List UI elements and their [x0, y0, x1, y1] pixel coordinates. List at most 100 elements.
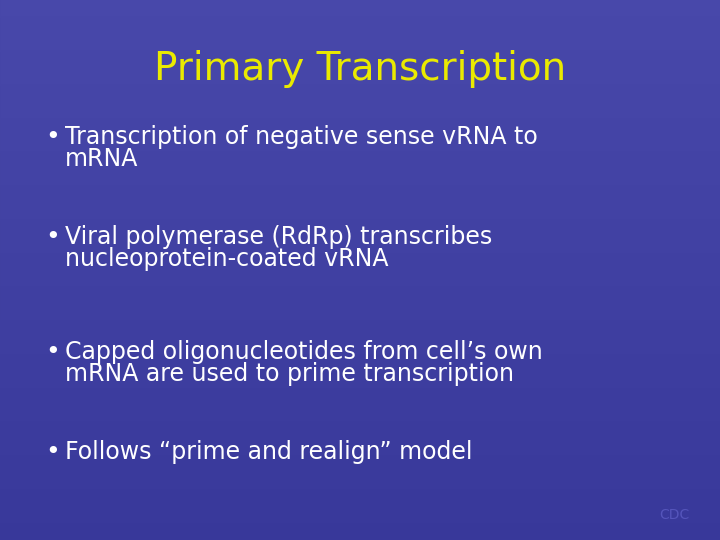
Bar	[0, 50, 720, 51]
Bar	[0, 378, 720, 379]
Bar	[0, 475, 720, 476]
Bar	[0, 367, 720, 368]
Bar	[0, 67, 720, 68]
Bar	[0, 318, 720, 319]
Bar	[0, 222, 720, 223]
Bar	[0, 247, 720, 248]
Bar	[0, 304, 720, 305]
Bar	[0, 342, 720, 343]
Bar	[0, 454, 720, 455]
Bar	[0, 354, 720, 355]
Bar	[0, 295, 720, 296]
Bar	[0, 446, 720, 447]
Bar	[0, 205, 720, 206]
Bar	[0, 71, 720, 72]
Bar	[0, 129, 720, 130]
Bar	[0, 353, 720, 354]
Bar	[0, 108, 720, 109]
Bar	[0, 375, 720, 376]
Bar	[0, 174, 720, 175]
Bar	[0, 534, 720, 535]
Bar	[0, 153, 720, 154]
Bar	[0, 286, 720, 287]
Bar	[0, 457, 720, 458]
Bar	[0, 536, 720, 537]
Bar	[0, 201, 720, 202]
Bar	[0, 86, 720, 87]
Bar	[0, 272, 720, 273]
Bar	[0, 188, 720, 189]
Bar	[0, 526, 720, 527]
Bar	[0, 36, 720, 37]
Bar	[0, 473, 720, 474]
Bar	[0, 26, 720, 27]
Bar	[0, 206, 720, 207]
Bar	[0, 499, 720, 500]
Bar	[0, 69, 720, 70]
Bar	[0, 163, 720, 164]
Bar	[0, 59, 720, 60]
Bar	[0, 462, 720, 463]
Bar	[0, 331, 720, 332]
Bar	[0, 303, 720, 304]
Bar	[0, 106, 720, 107]
Text: nucleoprotein-coated vRNA: nucleoprotein-coated vRNA	[65, 247, 389, 271]
Bar	[0, 79, 720, 80]
Bar	[0, 60, 720, 61]
Bar	[0, 72, 720, 73]
Bar	[0, 495, 720, 496]
Bar	[0, 312, 720, 313]
Bar	[0, 496, 720, 497]
Bar	[0, 212, 720, 213]
Bar	[0, 502, 720, 503]
Bar	[0, 415, 720, 416]
Bar	[0, 5, 720, 6]
Bar	[0, 63, 720, 64]
Bar	[0, 444, 720, 445]
Bar	[0, 488, 720, 489]
Bar	[0, 508, 720, 509]
Bar	[0, 334, 720, 335]
Bar	[0, 463, 720, 464]
Bar	[0, 218, 720, 219]
Text: Follows “prime and realign” model: Follows “prime and realign” model	[65, 440, 472, 464]
Bar	[0, 529, 720, 530]
Bar	[0, 162, 720, 163]
Bar	[0, 102, 720, 103]
Bar	[0, 227, 720, 228]
Bar	[0, 195, 720, 196]
Bar	[0, 228, 720, 229]
Bar	[0, 236, 720, 237]
Bar	[0, 283, 720, 284]
Bar	[0, 143, 720, 144]
Bar	[0, 453, 720, 454]
Bar	[0, 116, 720, 117]
Bar	[0, 224, 720, 225]
Bar	[0, 537, 720, 538]
Bar	[0, 414, 720, 415]
Bar	[0, 305, 720, 306]
Bar	[0, 344, 720, 345]
Bar	[0, 200, 720, 201]
Bar	[0, 460, 720, 461]
Bar	[0, 282, 720, 283]
Bar	[0, 432, 720, 433]
Bar	[0, 6, 720, 7]
Bar	[0, 117, 720, 118]
Bar	[0, 233, 720, 234]
Bar	[0, 8, 720, 9]
Bar	[0, 389, 720, 390]
Bar	[0, 323, 720, 324]
Bar	[0, 25, 720, 26]
Bar	[0, 350, 720, 351]
Bar	[0, 532, 720, 533]
Bar	[0, 409, 720, 410]
Bar	[0, 416, 720, 417]
Bar	[0, 180, 720, 181]
Bar	[0, 509, 720, 510]
Bar	[0, 408, 720, 409]
Bar	[0, 478, 720, 479]
Bar	[0, 22, 720, 23]
Bar	[0, 270, 720, 271]
Bar	[0, 4, 720, 5]
